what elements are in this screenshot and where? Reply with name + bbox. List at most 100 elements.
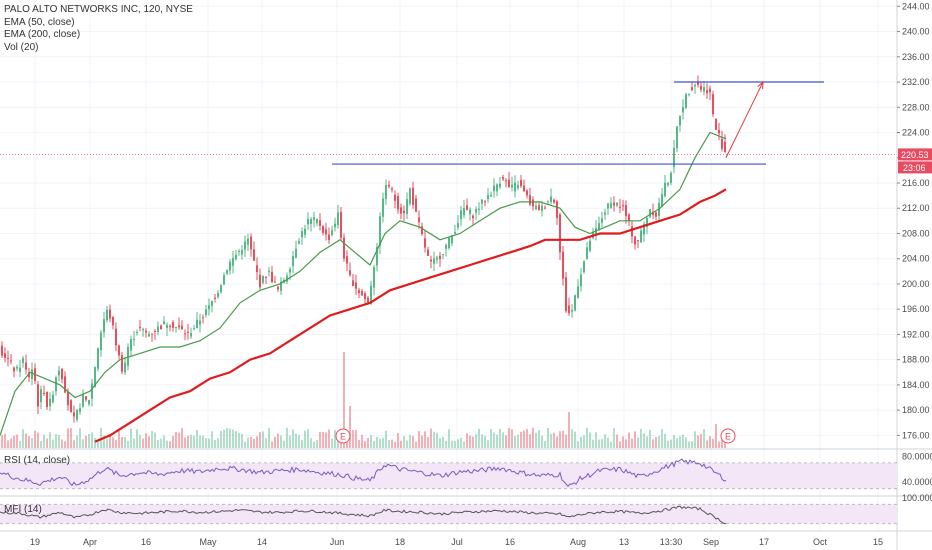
volume-bar	[58, 434, 60, 448]
volume-bar	[85, 435, 87, 448]
candle-body	[544, 207, 546, 209]
volume-bar	[178, 432, 180, 448]
candle-body	[559, 214, 561, 253]
volume-bar	[1, 434, 3, 448]
candle-body	[391, 188, 393, 190]
candle-body	[340, 212, 342, 238]
time-tick-label: 17	[759, 537, 769, 547]
volume-bar	[541, 435, 543, 448]
candle-body	[439, 255, 441, 260]
volume-bar	[520, 431, 522, 448]
volume-bar	[595, 432, 597, 448]
candle-body	[580, 274, 582, 287]
volume-bar	[103, 435, 105, 448]
volume-bar	[244, 441, 246, 448]
volume-bar	[190, 434, 192, 448]
earnings-marker-label: E	[725, 432, 731, 442]
volume-bar	[196, 429, 198, 448]
volume-bar	[553, 432, 555, 448]
rsi-pane-tick-label: 80.0000	[902, 451, 932, 461]
candle-body	[676, 126, 678, 149]
volume-bar	[640, 428, 642, 448]
candle-body	[631, 226, 633, 237]
candle-body	[238, 250, 240, 252]
volume-bar	[409, 435, 411, 448]
volume-bar	[550, 434, 552, 448]
volume-bar	[28, 436, 30, 448]
candle-body	[637, 240, 639, 242]
volume-bar	[439, 438, 441, 448]
time-tick-label: Sep	[703, 537, 719, 547]
candle-body	[562, 251, 564, 279]
mfi-pane-tick-label: 100.0000	[902, 493, 932, 503]
volume-bar	[319, 431, 321, 448]
candle-body	[448, 237, 450, 249]
volume-bar	[583, 435, 585, 448]
volume-bar	[592, 439, 594, 448]
candle-body	[601, 218, 603, 223]
volume-bar	[508, 428, 510, 448]
candle-body	[445, 245, 447, 249]
candle-body	[334, 223, 336, 228]
volume-bar	[385, 430, 387, 448]
volume-bar	[616, 434, 618, 448]
candle-body	[133, 338, 135, 340]
volume-bar	[349, 406, 351, 448]
candle-body	[604, 212, 606, 215]
volume-bar	[19, 440, 21, 448]
price-tick-label: 204.00	[902, 254, 930, 264]
candle-body	[649, 209, 651, 217]
candle-body	[226, 269, 228, 274]
candle-body	[121, 355, 123, 372]
price-tick-label: 200.00	[902, 279, 930, 289]
candle-body	[571, 309, 573, 312]
volume-bar	[430, 428, 432, 448]
candle-body	[1, 345, 3, 356]
volume-bar	[7, 440, 9, 448]
volume-bar	[223, 429, 225, 448]
candle-body	[643, 223, 645, 235]
candle-body	[430, 259, 432, 262]
candle-body	[343, 237, 345, 259]
volume-bar	[208, 438, 210, 448]
volume-bar	[112, 437, 114, 448]
volume-bar	[175, 432, 177, 448]
ema50-line	[0, 131, 727, 436]
candle-body	[16, 366, 18, 369]
volume-bar	[4, 433, 6, 448]
volume-bar	[571, 429, 573, 448]
candle-body	[85, 396, 87, 400]
candle-body	[457, 223, 459, 228]
volume-bar	[253, 438, 255, 448]
volume-bar	[25, 433, 27, 448]
volume-bar	[670, 439, 672, 448]
candle-body	[505, 180, 507, 182]
volume-bar	[289, 435, 291, 448]
candle-body	[274, 281, 276, 283]
candle-body	[364, 293, 366, 300]
volume-bar	[295, 433, 297, 448]
candle-body	[460, 210, 462, 220]
candle-body	[367, 297, 369, 303]
candle-body	[616, 202, 618, 206]
candle-body	[328, 234, 330, 241]
volume-bar	[442, 436, 444, 448]
candle-body	[88, 400, 90, 405]
candle-body	[148, 334, 150, 337]
volume-bar	[265, 438, 267, 448]
candle-body	[355, 282, 357, 289]
volume-bar	[661, 429, 663, 448]
candle-body	[184, 333, 186, 335]
countdown-badge: 23:06	[898, 161, 932, 174]
volume-bar	[193, 435, 195, 448]
volume-bar	[331, 438, 333, 448]
volume-bar	[358, 439, 360, 448]
candle-body	[289, 268, 291, 273]
volume-bar	[373, 441, 375, 448]
countdown-badge-bg	[898, 161, 932, 174]
volume-bar	[73, 440, 75, 448]
candle-body	[634, 236, 636, 245]
candle-body	[517, 184, 519, 189]
candle-body	[556, 201, 558, 218]
